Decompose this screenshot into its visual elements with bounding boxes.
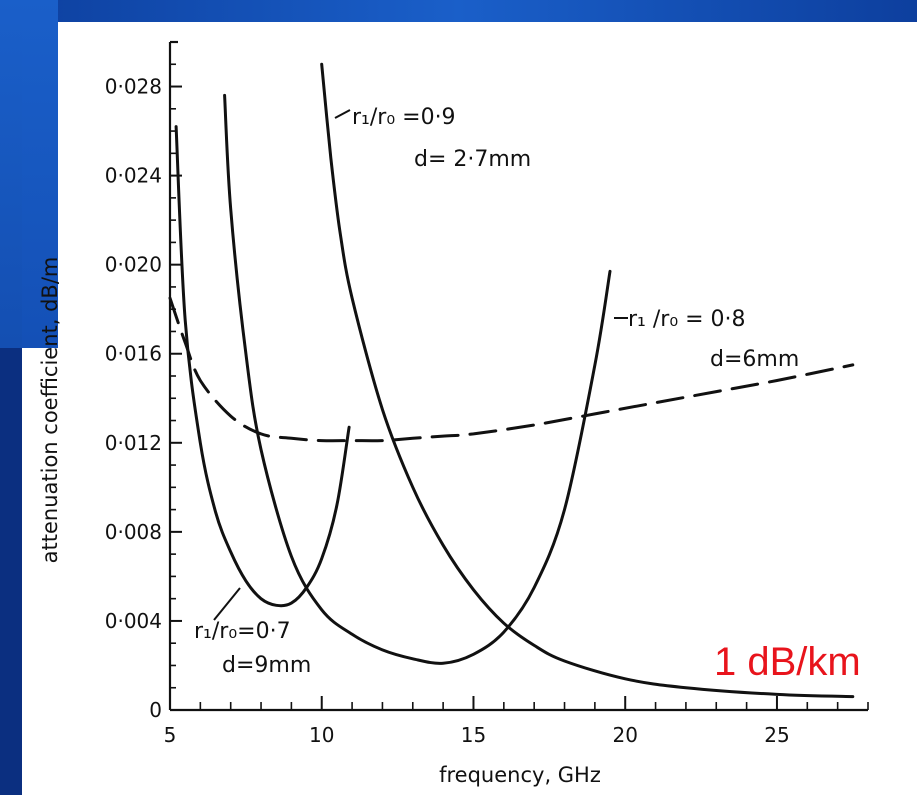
- x-tick-label: 5: [164, 723, 177, 747]
- y-tick-label: 0: [149, 698, 162, 722]
- annotation-r09-d: d= 2·7mm: [414, 147, 531, 172]
- leader-line: [334, 109, 351, 119]
- annotation-r07-ratio: r₁/r₀=0·7: [194, 619, 291, 644]
- series-group: [168, 62, 855, 699]
- x-tick-label: 25: [764, 723, 789, 747]
- annotation-1-db-per-km: 1 dB/km: [714, 640, 861, 684]
- leader-line: [213, 587, 241, 621]
- x-tick-label: 15: [461, 723, 486, 747]
- series-r07-line: [174, 125, 351, 608]
- ticks: 0 0·004 0·008 0·012 0·016 0·020 0·024 0·028 5 10 1…: [105, 63, 869, 747]
- annotation-r09: r₁/r₀ =0·9 d= 2·7mm: [334, 105, 531, 172]
- y-tick-label: 0·028: [105, 75, 162, 99]
- y-tick-label: 0·020: [105, 253, 162, 277]
- y-tick-label: 0·024: [105, 164, 162, 188]
- slide-top-band: [0, 0, 917, 22]
- annotation-r08-d: d=6mm: [710, 347, 799, 372]
- x-tick-label: 20: [612, 723, 637, 747]
- y-tick-label: 0·004: [105, 609, 162, 633]
- annotation-r08: r₁ /r₀ = 0·8 d=6mm: [614, 307, 799, 372]
- series-r08-line: [223, 93, 612, 665]
- y-tick-label: 0·012: [105, 431, 162, 455]
- x-tick-label: 10: [309, 723, 334, 747]
- y-axis-label: attenuation coefficient, dB/m: [38, 257, 62, 564]
- annotation-r07-d: d=9mm: [222, 653, 311, 678]
- annotation-r08-ratio: r₁ /r₀ = 0·8: [628, 307, 746, 332]
- y-tick-label: 0·008: [105, 520, 162, 544]
- axes: [168, 40, 868, 712]
- annotation-r07: r₁/r₀=0·7 d=9mm: [194, 587, 311, 678]
- y-tick-label: 0·016: [105, 342, 162, 366]
- x-axis-label: frequency, GHz: [439, 763, 601, 787]
- series-r09-line: [320, 62, 855, 699]
- slide-left-band-lower: [0, 348, 22, 795]
- annotation-r09-ratio: r₁/r₀ =0·9: [352, 105, 456, 130]
- series-dashed-line: [168, 296, 855, 443]
